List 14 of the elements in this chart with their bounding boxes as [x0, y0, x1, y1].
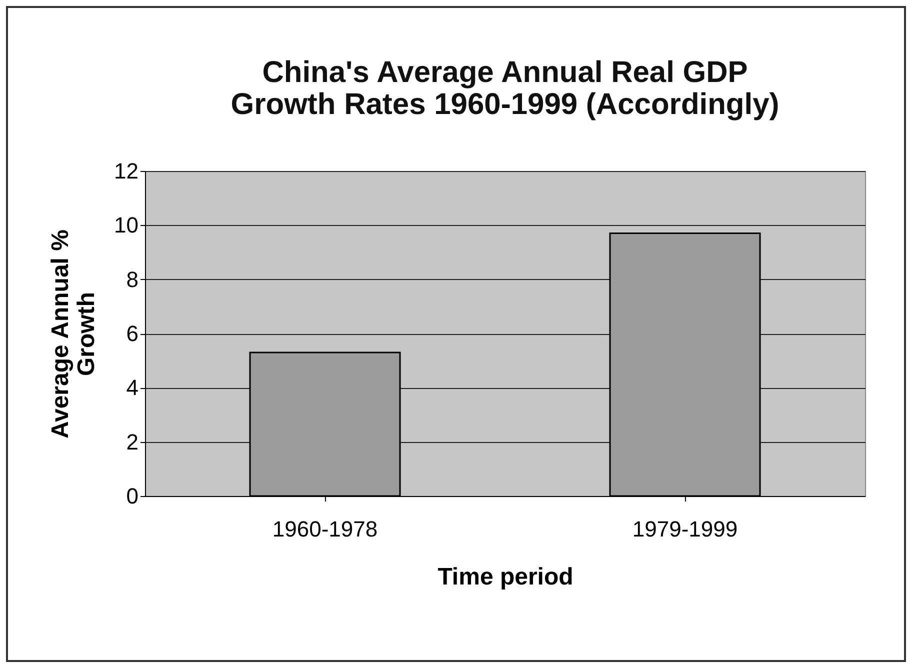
y-tick-label: 2	[126, 429, 138, 454]
text: Average Annual %	[47, 230, 74, 438]
y-tick-label: 6	[126, 321, 138, 346]
text: China's Average Annual Real GDP	[262, 56, 748, 89]
x-tick-label: 1979-1999	[632, 516, 738, 542]
x-tick-label: 1960-1978	[272, 516, 378, 542]
y-tick-label: 12	[114, 158, 138, 184]
y-tick-label: 8	[126, 266, 138, 292]
y-tick-label: 0	[126, 484, 138, 508]
text: Growth Rates 1960-1999 (Accordingly)	[230, 88, 780, 121]
y-tick-label: 4	[126, 375, 138, 400]
text: Growth	[73, 292, 100, 376]
y-tick-label: 10	[114, 212, 138, 238]
x-axis-title: Time period	[438, 564, 574, 590]
